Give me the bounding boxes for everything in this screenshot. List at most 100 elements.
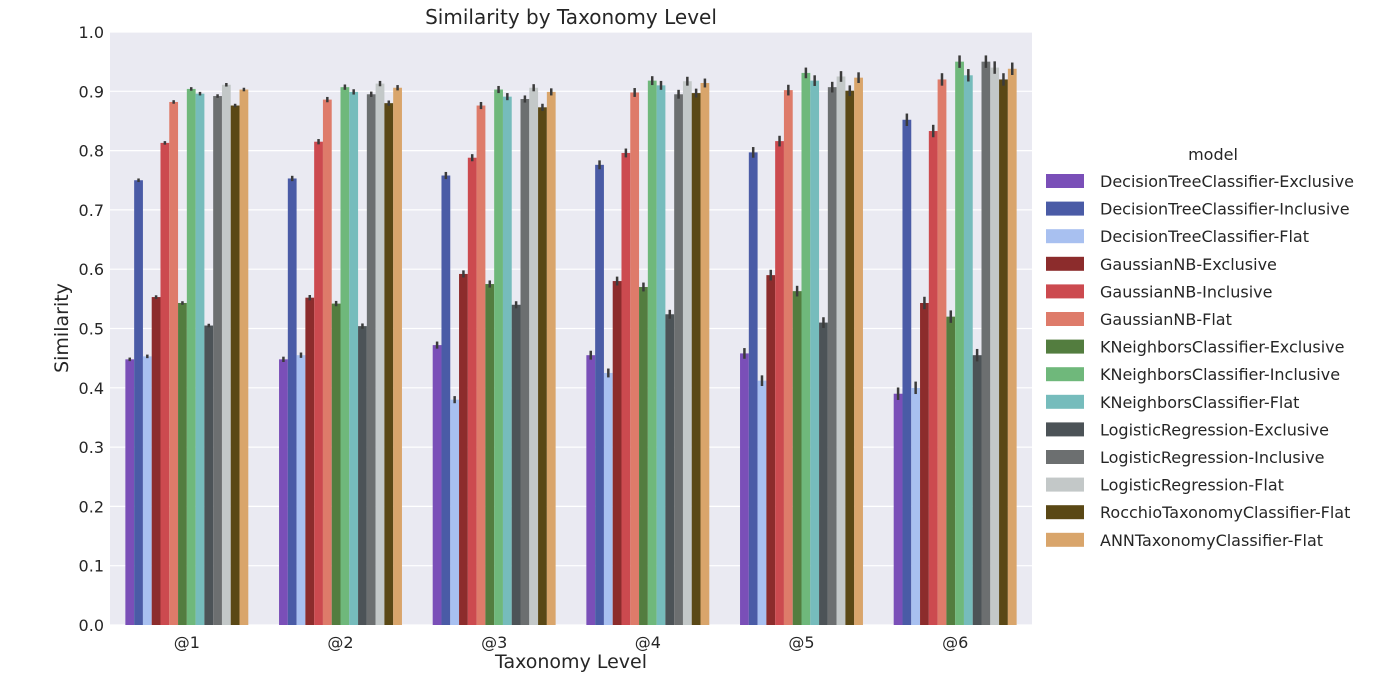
- y-tick-label: 0.3: [79, 438, 104, 457]
- legend-label: GaussianNB-Flat: [1100, 310, 1232, 329]
- bar: [665, 314, 675, 625]
- bar: [766, 275, 776, 625]
- y-tick-label: 0.4: [79, 379, 104, 398]
- bar: [366, 94, 376, 625]
- x-tick-label: @6: [942, 633, 968, 652]
- bars: [125, 61, 1017, 626]
- bar: [459, 273, 468, 625]
- bar: [928, 131, 938, 625]
- chart-title: Similarity by Taxonomy Level: [425, 5, 717, 29]
- bar: [538, 107, 547, 626]
- bar: [279, 359, 288, 625]
- x-tick-label: @2: [327, 633, 353, 652]
- bar: [485, 284, 495, 625]
- bar: [375, 83, 385, 625]
- bar: [955, 61, 964, 625]
- legend: model DecisionTreeClassifier-ExclusiveDe…: [1046, 145, 1354, 550]
- bar: [186, 88, 196, 626]
- bar: [340, 87, 350, 626]
- legend-swatch: [1046, 229, 1084, 244]
- bar: [213, 96, 222, 625]
- legend-label: DecisionTreeClassifier-Inclusive: [1100, 200, 1350, 219]
- x-tick-labels: @1 @2 @3 @4 @5 @6: [174, 633, 969, 652]
- bar: [134, 180, 143, 625]
- legend-swatch: [1046, 532, 1084, 547]
- legend-label: GaussianNB-Exclusive: [1100, 255, 1277, 274]
- bar: [494, 89, 503, 625]
- bar: [230, 105, 240, 626]
- bar: [384, 103, 394, 625]
- bar: [520, 99, 530, 625]
- bar: [314, 141, 323, 625]
- y-tick-label: 0.1: [79, 557, 104, 576]
- legend-swatch: [1046, 477, 1084, 492]
- bar: [845, 90, 855, 625]
- bar: [946, 316, 956, 625]
- y-tick-label: 0.6: [79, 260, 104, 279]
- bar: [674, 94, 683, 625]
- bar: [441, 175, 451, 626]
- bar: [160, 142, 170, 626]
- legend-swatch: [1046, 394, 1084, 409]
- bar: [836, 76, 846, 626]
- legend-swatch: [1046, 367, 1084, 382]
- legend-swatch: [1046, 201, 1084, 216]
- legend-label: KNeighborsClassifier-Flat: [1100, 393, 1299, 412]
- legend-label: GaussianNB-Inclusive: [1100, 282, 1272, 301]
- y-tick-labels: 0.0 0.1 0.2 0.3 0.4 0.5 0.6 0.7 0.8 0.9 1.0: [79, 23, 104, 635]
- x-axis-label: Taxonomy Level: [494, 651, 647, 673]
- legend-swatch: [1046, 450, 1084, 464]
- bar: [691, 93, 701, 626]
- bar: [595, 164, 604, 625]
- y-tick-label: 0.0: [79, 616, 104, 635]
- legend-label: RocchioTaxonomyClassifier-Flat: [1100, 503, 1350, 522]
- y-tick-label: 0.7: [79, 201, 104, 220]
- bar: [221, 84, 231, 626]
- legend-label: KNeighborsClassifier-Exclusive: [1100, 338, 1344, 357]
- bar: [963, 75, 973, 625]
- bar: [792, 291, 802, 625]
- legend-label: LogisticRegression-Inclusive: [1100, 448, 1325, 467]
- gridlines: [110, 31, 1032, 626]
- bar: [920, 303, 929, 625]
- legend-title: model: [1188, 145, 1238, 164]
- bar: [511, 304, 521, 625]
- x-tick-label: @5: [788, 633, 814, 652]
- bar: [612, 281, 622, 625]
- legend-label: DecisionTreeClassifier-Flat: [1100, 227, 1309, 246]
- legend-swatch: [1046, 312, 1084, 326]
- legend-label: KNeighborsClassifier-Inclusive: [1100, 365, 1340, 384]
- bar: [546, 91, 556, 625]
- y-axis-label: Similarity: [51, 283, 73, 373]
- bar: [810, 80, 820, 626]
- bar: [937, 79, 947, 625]
- y-tick-label: 0.9: [79, 82, 104, 101]
- legend-swatch: [1046, 422, 1084, 437]
- bar: [1007, 68, 1017, 626]
- y-tick-label: 0.8: [79, 142, 104, 161]
- bar: [305, 297, 315, 625]
- bar: [999, 79, 1008, 625]
- bar: [819, 322, 828, 625]
- bar: [322, 99, 332, 626]
- y-tick-label: 0.5: [79, 320, 104, 339]
- bar: [125, 359, 135, 625]
- bar: [529, 87, 539, 625]
- bar: [682, 81, 692, 626]
- bar: [151, 297, 161, 625]
- error-bars: [128, 55, 1014, 404]
- legend-swatch: [1046, 505, 1084, 520]
- bar: [647, 80, 657, 626]
- legend-label: ANNTaxonomyClassifier-Flat: [1100, 531, 1323, 550]
- bar: [358, 326, 367, 625]
- bar: [393, 87, 402, 625]
- bar: [700, 82, 710, 626]
- x-tick-label: @1: [174, 633, 200, 652]
- bar: [331, 303, 341, 625]
- bar: [827, 87, 837, 626]
- bar: [783, 90, 793, 625]
- bar: [757, 380, 767, 625]
- bar: [656, 85, 666, 626]
